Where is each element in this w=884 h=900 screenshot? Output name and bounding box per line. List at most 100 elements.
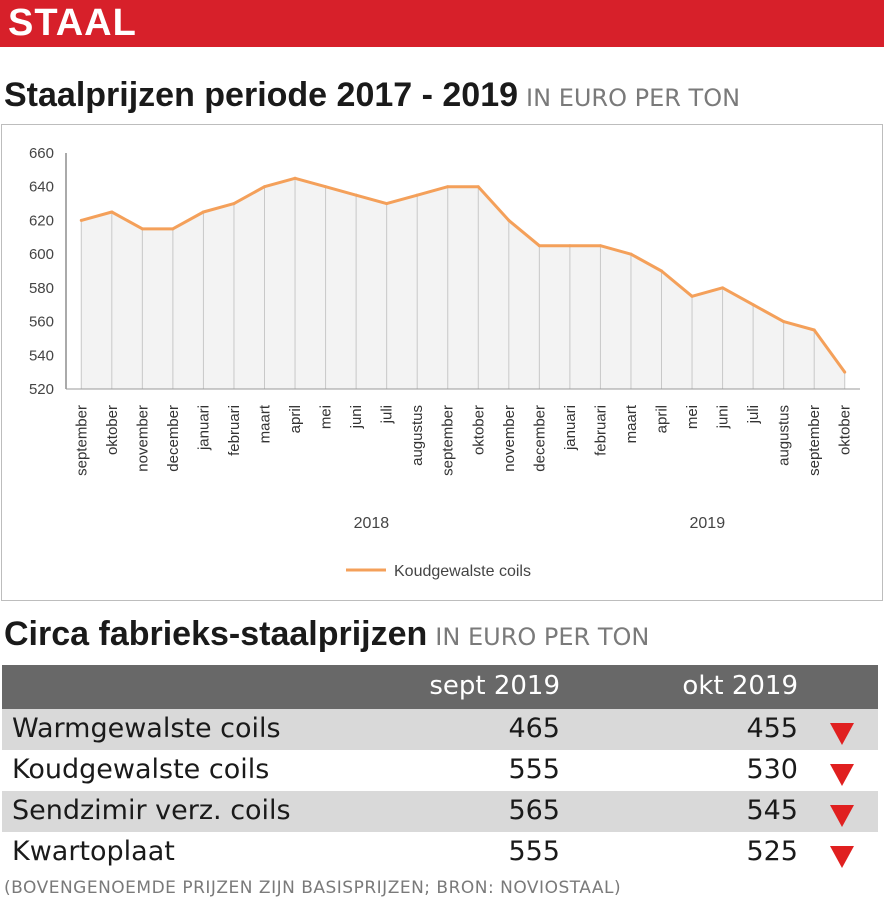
chart-unit: IN EURO PER TON — [526, 84, 741, 112]
chart-title: Staalprijzen periode 2017 - 2019 — [4, 76, 519, 114]
data-point — [690, 294, 694, 298]
down-arrow-icon — [830, 846, 854, 868]
x-tick-label: december — [531, 405, 548, 472]
row-name: Koudgewalste coils — [12, 754, 270, 785]
data-point — [79, 218, 83, 222]
x-tick-label: oktober — [104, 405, 121, 455]
data-point — [660, 269, 663, 273]
table-row: Koudgewalste coils 555 530 — [2, 750, 878, 791]
section-banner: STAAL — [0, 0, 884, 47]
x-tick-label: augustus — [776, 405, 793, 466]
data-point — [476, 185, 480, 189]
series-line — [80, 176, 846, 374]
data-point — [537, 244, 541, 248]
data-point — [721, 286, 725, 290]
data-point — [629, 252, 633, 256]
x-tick-label: september — [73, 405, 90, 476]
data-point — [812, 328, 816, 332]
data-point — [568, 244, 572, 248]
x-tick-label: juni — [348, 405, 365, 429]
row-okt-value: 530 — [746, 754, 798, 785]
data-point — [110, 210, 114, 214]
x-tick-label: juli — [745, 405, 762, 424]
row-okt-value: 525 — [746, 836, 798, 867]
x-tick-label: juli — [379, 405, 396, 424]
down-arrow-icon — [830, 805, 854, 827]
x-tick-label: november — [501, 405, 518, 472]
data-point — [415, 193, 419, 197]
x-tick-label: april — [287, 405, 304, 433]
x-tick-label: oktober — [837, 405, 854, 455]
row-sept-value: 565 — [508, 795, 560, 826]
row-okt-value: 455 — [746, 713, 798, 744]
y-tick-label: 580 — [29, 280, 54, 297]
row-sept-value: 555 — [508, 754, 560, 785]
table-heading: Circa fabrieks-staalprijzen IN EURO PER T… — [4, 615, 649, 654]
table-row: Sendzimir verz. coils 565 545 — [2, 791, 878, 832]
x-tick-label: april — [654, 405, 671, 433]
data-point — [324, 185, 328, 189]
data-point — [843, 370, 847, 374]
year-label: 2019 — [690, 515, 726, 532]
row-name: Kwartoplaat — [12, 836, 175, 867]
y-tick-label: 520 — [29, 381, 54, 398]
down-arrow-icon — [830, 723, 854, 745]
table-unit: IN EURO PER TON — [435, 623, 650, 651]
data-point — [751, 303, 755, 307]
down-arrow-icon — [830, 764, 854, 786]
data-point — [232, 202, 236, 206]
x-tick-label: februari — [592, 405, 609, 456]
data-point — [263, 185, 266, 189]
price-chart: 520 540 560 580 600 620 640 660 september oktober… — [1, 124, 883, 601]
x-tick-label: september — [440, 405, 457, 476]
y-tick-label: 640 — [29, 179, 54, 196]
header-okt: okt 2019 — [682, 671, 798, 701]
chart-heading: Staalprijzen periode 2017 - 2019 IN EURO … — [4, 76, 740, 115]
year-label: 2018 — [354, 515, 390, 532]
x-tick-label: mei — [318, 405, 335, 429]
header-sept: sept 2019 — [429, 671, 560, 701]
data-point — [446, 185, 450, 189]
x-tick-label: maart — [623, 404, 640, 443]
table-row: Warmgewalste coils 465 455 — [2, 709, 878, 750]
y-tick-label: 660 — [29, 145, 54, 162]
data-point — [385, 202, 389, 206]
footnote: (BOVENGENOEMDE PRIJZEN ZIJN BASISPRIJZEN… — [4, 878, 622, 898]
data-point — [201, 210, 205, 214]
y-tick-label: 560 — [29, 314, 54, 331]
chart-area-fill — [81, 178, 845, 389]
x-tick-label: mei — [684, 405, 701, 429]
y-tick-label: 620 — [29, 212, 54, 229]
y-tick-label: 600 — [29, 246, 54, 263]
price-table: sept 2019 okt 2019 Warmgewalste coils 46… — [2, 665, 878, 873]
y-tick-label: 540 — [29, 347, 54, 364]
x-tick-label: maart — [257, 404, 274, 443]
row-sept-value: 465 — [508, 713, 560, 744]
row-name: Sendzimir verz. coils — [12, 795, 291, 826]
legend-label: Koudgewalste coils — [394, 563, 531, 580]
data-point — [598, 244, 602, 248]
x-tick-label: februari — [226, 405, 243, 456]
data-point — [140, 227, 144, 231]
x-tick-label: januari — [562, 405, 579, 451]
x-tick-label: september — [806, 405, 823, 476]
x-tick-label: augustus — [409, 405, 426, 466]
x-tick-label: december — [165, 405, 182, 472]
data-point — [171, 227, 175, 231]
table-header: sept 2019 okt 2019 — [2, 665, 878, 709]
row-okt-value: 545 — [746, 795, 798, 826]
banner-label: STAAL — [8, 2, 137, 44]
data-point — [507, 218, 511, 222]
data-point — [293, 176, 297, 180]
x-tick-label: januari — [195, 405, 212, 451]
x-tick-label: november — [134, 405, 151, 472]
table-row: Kwartoplaat 555 525 — [2, 832, 878, 873]
price-chart-svg: 520 540 560 580 600 620 640 660 september oktober… — [29, 145, 860, 580]
data-point — [354, 193, 358, 197]
table-title: Circa fabrieks-staalprijzen — [4, 615, 428, 653]
row-sept-value: 555 — [508, 836, 560, 867]
x-tick-label: oktober — [470, 405, 487, 455]
row-name: Warmgewalste coils — [12, 713, 281, 744]
x-tick-label: juni — [715, 405, 732, 429]
data-point — [782, 320, 786, 324]
